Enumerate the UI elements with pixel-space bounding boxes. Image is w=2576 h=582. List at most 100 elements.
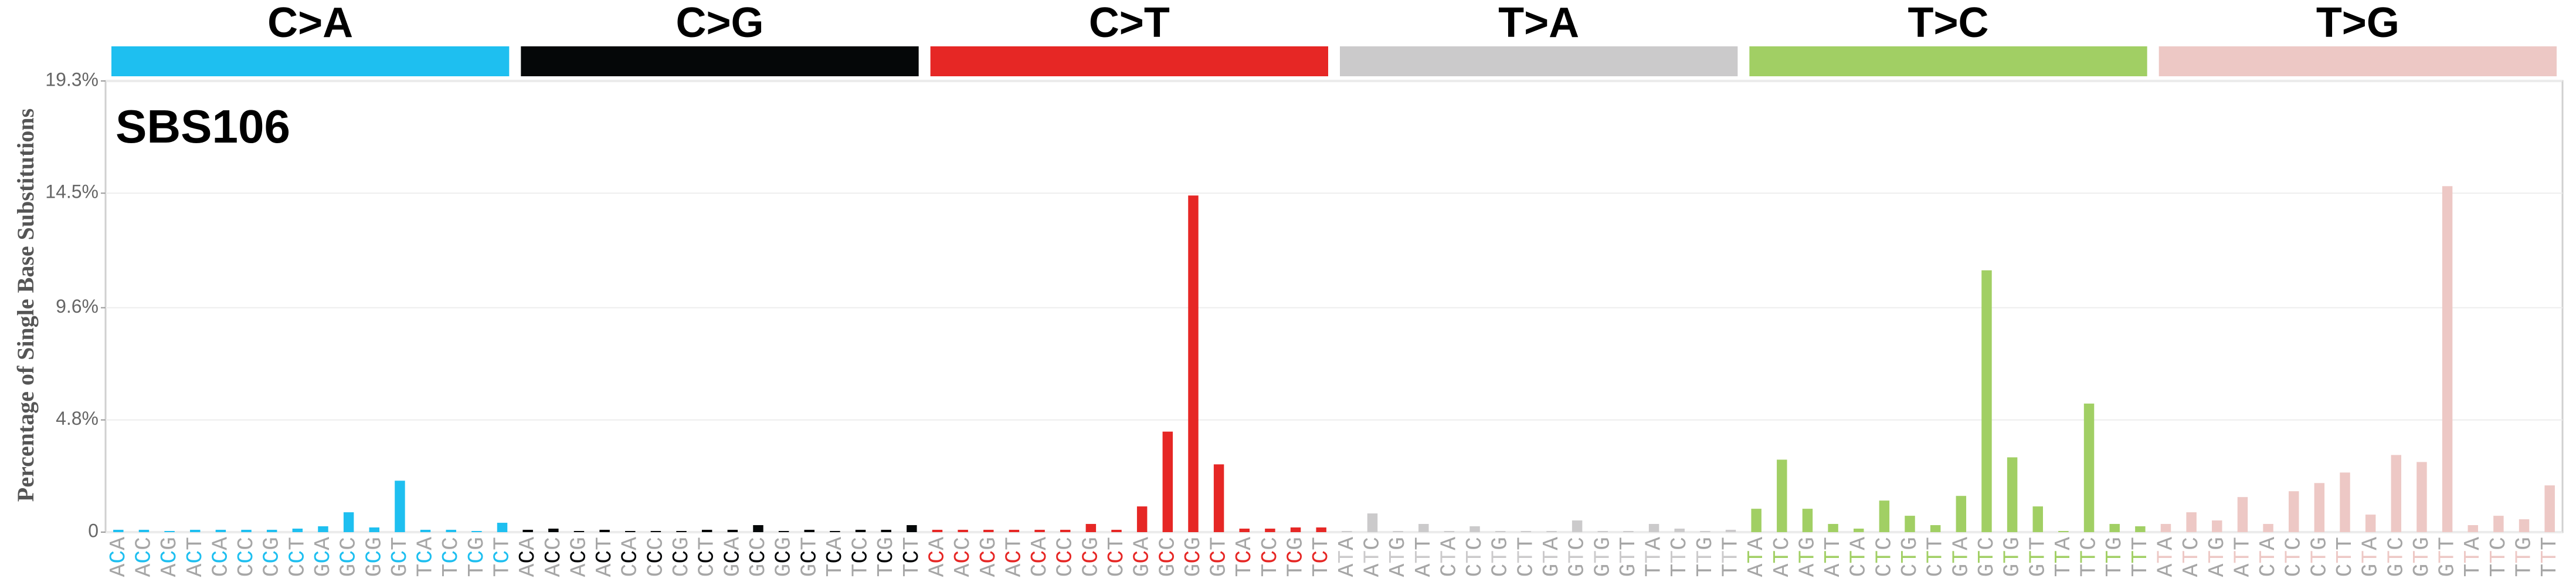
x-tick-letter: A — [1335, 537, 1360, 550]
x-tick-letter: A — [1821, 563, 1846, 577]
bar — [2007, 457, 2018, 532]
x-tick-letter: T — [464, 564, 490, 577]
x-tick-label: GTA — [1539, 537, 1564, 577]
x-tick-label: ACG — [566, 537, 592, 577]
x-tick-label: TTC — [2486, 537, 2511, 577]
bar — [1521, 531, 1532, 532]
x-tick-letter: T — [2128, 564, 2153, 577]
x-tick-letter: C — [1974, 537, 2000, 550]
bar — [2340, 472, 2350, 532]
x-tick-letter: T — [2025, 550, 2051, 564]
x-tick-letter: T — [1284, 564, 1309, 577]
x-tick-letter: T — [2333, 537, 2358, 550]
x-tick-label: GTC — [1565, 537, 1590, 577]
x-tick-letter: C — [951, 537, 976, 550]
x-tick-letter: C — [388, 550, 413, 564]
bar — [1239, 529, 1250, 532]
y-axis-label: Percentage of Single Base Substitutions — [12, 109, 39, 502]
x-tick-label: ATT — [1411, 537, 1437, 577]
x-tick-label: GTA — [1949, 537, 1974, 577]
group-band — [1340, 46, 1738, 76]
x-tick-letter: C — [1258, 537, 1283, 550]
x-tick-letter: T — [2537, 550, 2563, 564]
x-tick-label: CTA — [1847, 537, 1872, 577]
x-tick-letter: T — [2077, 550, 2102, 564]
x-tick-label: GTG — [1590, 537, 1615, 577]
bar — [2391, 455, 2402, 532]
x-tick-letter: T — [439, 564, 464, 577]
x-tick-letter: T — [1488, 550, 1513, 564]
x-tick-label: GCC — [337, 537, 362, 577]
y-tick-label: 0 — [88, 520, 99, 541]
x-tick-letter: C — [849, 550, 874, 564]
bar — [190, 530, 201, 532]
x-tick-letter: T — [2486, 550, 2511, 564]
bar — [1802, 509, 1813, 532]
x-tick-label: TTA — [2460, 537, 2486, 577]
x-tick-letter: C — [2307, 564, 2332, 577]
x-tick-letter: C — [541, 550, 566, 564]
x-tick-letter: G — [2409, 537, 2435, 550]
x-tick-letter: C — [234, 550, 259, 564]
x-tick-letter: C — [1284, 550, 1309, 564]
x-tick-label: CTC — [2282, 537, 2307, 577]
x-tick-letter: C — [1155, 537, 1180, 550]
x-tick-letter: A — [1130, 537, 1155, 550]
x-tick-label: TCA — [823, 537, 848, 577]
x-tick-letter: C — [260, 564, 285, 577]
x-tick-letter: T — [183, 537, 208, 550]
x-tick-letter: C — [1104, 550, 1129, 564]
x-tick-letter: T — [1744, 550, 1769, 564]
x-tick-label: ATG — [2205, 537, 2230, 577]
x-tick-letter: C — [1053, 537, 1078, 550]
x-tick-label: GCA — [1130, 537, 1155, 577]
x-tick-letter: T — [1923, 537, 1949, 550]
bar — [1700, 531, 1710, 532]
x-tick-label: TCA — [413, 537, 439, 577]
x-tick-letter: G — [1078, 537, 1104, 550]
bar — [727, 530, 738, 532]
x-tick-letter: A — [1232, 537, 1257, 550]
x-tick-letter: C — [1360, 537, 1386, 550]
x-tick-letter: T — [2128, 550, 2153, 564]
bar — [1623, 531, 1634, 532]
bar — [164, 531, 175, 532]
x-tick-letter: T — [490, 537, 515, 550]
x-tick-label: GCT — [797, 537, 822, 577]
x-tick-letter: A — [2460, 537, 2486, 550]
x-tick-letter: C — [157, 550, 182, 564]
x-tick-letter: A — [311, 537, 336, 550]
bar — [1162, 431, 1173, 532]
x-tick-letter: C — [720, 550, 745, 564]
x-tick-letter: T — [900, 564, 925, 577]
x-tick-label: ACA — [106, 537, 131, 577]
bar — [1034, 530, 1045, 532]
x-tick-letter: T — [1949, 550, 1974, 564]
x-tick-letter: T — [2537, 537, 2563, 550]
x-tick-label: TTT — [2128, 537, 2153, 577]
bar — [1572, 520, 1583, 532]
x-tick-letter: T — [1386, 550, 1411, 564]
x-tick-label: CTG — [2307, 537, 2332, 577]
x-tick-label: ACA — [515, 537, 541, 577]
bar — [1060, 530, 1071, 532]
x-tick-letter: C — [285, 550, 310, 564]
x-tick-label: CCA — [618, 537, 643, 577]
x-tick-letter: C — [1872, 564, 1897, 577]
x-tick-label: ACT — [183, 537, 208, 577]
bar — [778, 531, 789, 532]
bar — [676, 531, 687, 532]
x-tick-letter: C — [874, 550, 899, 564]
x-tick-letter: G — [1155, 564, 1180, 577]
x-tick-letter: G — [720, 564, 745, 577]
x-tick-label: ATT — [1821, 537, 1846, 577]
x-tick-label: GCC — [746, 537, 771, 577]
x-tick-letter: T — [1590, 550, 1615, 564]
x-tick-letter: C — [285, 564, 310, 577]
x-tick-letter: A — [106, 537, 131, 550]
x-tick-letter: C — [669, 550, 694, 564]
x-tick-letter: T — [2205, 550, 2230, 564]
x-tick-letter: C — [1002, 550, 1027, 564]
x-tick-letter: C — [746, 537, 771, 550]
x-tick-letter: C — [2333, 564, 2358, 577]
